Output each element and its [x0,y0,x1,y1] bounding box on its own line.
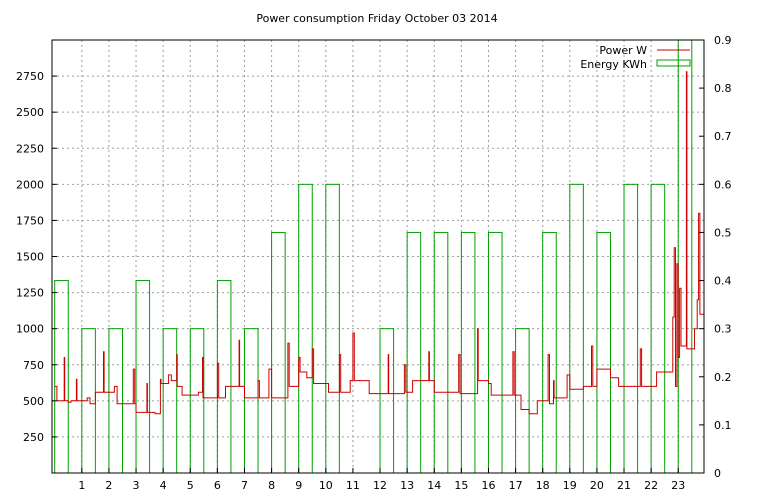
x-tick-label: 15 [454,479,468,492]
chart-title: Power consumption Friday October 03 2014 [256,12,497,25]
x-tick-label: 21 [617,479,631,492]
x-tick-label: 5 [187,479,194,492]
y-tick-label: 2500 [16,106,44,119]
axes: 2505007501000125015001750200022502500275… [16,34,732,492]
energy-bar [135,280,151,474]
x-tick-label: 23 [671,479,685,492]
y2-tick-label: 0.1 [714,419,732,432]
y2-tick-label: 0.6 [714,178,732,191]
legend-label-energy: Energy KWh [580,58,647,71]
x-tick-label: 16 [481,479,495,492]
x-tick-label: 18 [536,479,550,492]
y2-tick-label: 0.9 [714,34,732,47]
y2-tick-label: 0 [714,467,721,480]
x-tick-label: 20 [590,479,604,492]
y2-tick-label: 0.7 [714,130,732,143]
x-tick-label: 11 [346,479,360,492]
y2-tick-label: 0.2 [714,371,732,384]
x-tick-label: 1 [78,479,85,492]
x-tick-label: 12 [373,479,387,492]
y-tick-label: 1500 [16,251,44,264]
x-tick-label: 14 [427,479,441,492]
energy-bar [54,280,69,474]
energy-bar [216,280,232,474]
y2-tick-label: 0.5 [714,226,732,239]
power-line-layer [54,71,705,415]
y-tick-label: 1000 [16,323,44,336]
energy-bar [162,328,178,474]
x-tick-label: 17 [509,479,523,492]
y-tick-label: 250 [23,431,44,444]
x-tick-label: 3 [133,479,140,492]
energy-bar [623,183,639,474]
y-tick-label: 2000 [16,178,44,191]
x-tick-label: 10 [319,479,333,492]
x-tick-label: 9 [295,479,302,492]
x-tick-label: 8 [268,479,275,492]
energy-bar [298,183,313,474]
y2-tick-label: 0.3 [714,323,732,336]
y-tick-label: 750 [23,359,44,372]
energy-bar [243,328,259,474]
energy-bar [108,328,123,474]
x-tick-label: 22 [644,479,658,492]
energy-bar [433,231,449,474]
x-tick-label: 2 [105,479,112,492]
legend-label-power: Power W [599,44,647,57]
energy-bar [487,231,503,474]
energy-bar [569,183,584,474]
y-tick-label: 2250 [16,142,44,155]
x-tick-label: 13 [400,479,414,492]
y-tick-label: 1250 [16,287,44,300]
y-tick-label: 2750 [16,70,44,83]
x-tick-label: 4 [160,479,167,492]
legend-swatch-energy [656,59,691,67]
y-tick-label: 500 [23,395,44,408]
x-tick-label: 6 [214,479,221,492]
y-tick-label: 1750 [16,214,44,227]
x-tick-label: 7 [241,479,248,492]
energy-bar [542,231,557,474]
power-line [54,71,705,415]
energy-bar [677,39,693,474]
y2-tick-label: 0.4 [714,275,732,288]
x-tick-label: 19 [563,479,577,492]
y2-tick-label: 0.8 [714,82,732,95]
